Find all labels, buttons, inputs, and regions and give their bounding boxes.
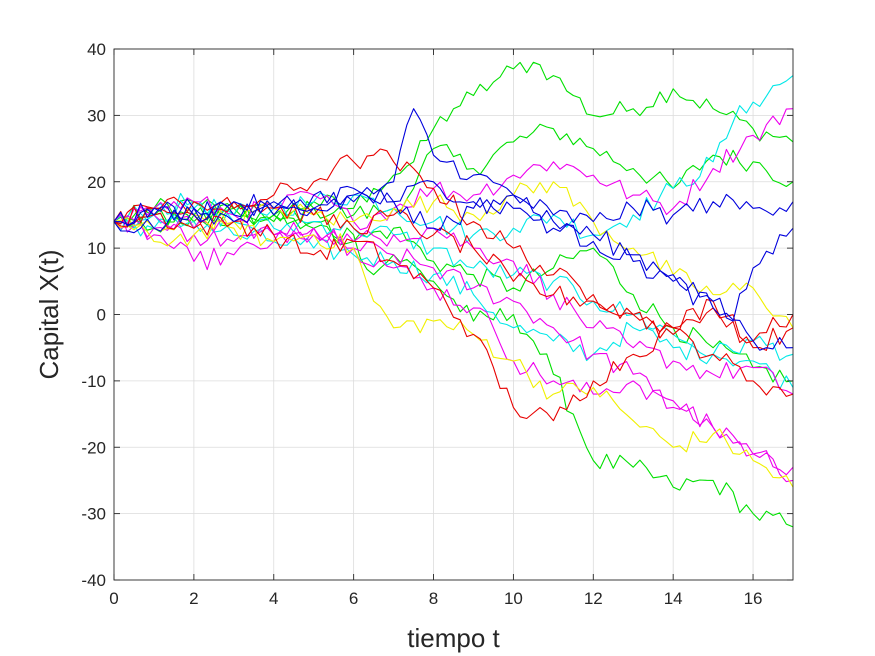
series-line-9 bbox=[113, 108, 794, 231]
series-line-4 bbox=[113, 203, 794, 383]
y-tick-label: 10 bbox=[87, 239, 106, 258]
series-line-18 bbox=[113, 180, 794, 322]
y-tick-label: 0 bbox=[97, 306, 106, 325]
y-tick-label: 30 bbox=[87, 106, 106, 125]
x-tick-label: 6 bbox=[349, 589, 358, 608]
series-line-10 bbox=[113, 213, 794, 476]
ticks bbox=[113, 48, 793, 581]
y-tick-label: 20 bbox=[87, 173, 106, 192]
x-tick-label: 16 bbox=[744, 589, 763, 608]
x-tick-label: 12 bbox=[584, 589, 603, 608]
x-axis-label: tiempo t bbox=[407, 623, 500, 653]
series-line-8 bbox=[113, 215, 794, 483]
y-tick-label: 40 bbox=[87, 40, 106, 59]
series-line-16 bbox=[113, 201, 794, 344]
series-group bbox=[113, 61, 794, 528]
series-line-13 bbox=[113, 181, 794, 329]
x-tick-label: 4 bbox=[269, 589, 278, 608]
x-tick-label: 14 bbox=[664, 589, 683, 608]
y-axis-label: Capital X(t) bbox=[34, 249, 64, 379]
y-tick-label: -40 bbox=[81, 571, 106, 590]
x-tick-label: 8 bbox=[429, 589, 438, 608]
y-tick-label: -30 bbox=[81, 505, 106, 524]
y-tick-label: -20 bbox=[81, 438, 106, 457]
tick-labels: 0 2 4 6 8 10 12 14 16 -40 -30 -20 -10 0 10 20 30 40 bbox=[81, 40, 762, 608]
y-tick-label: -10 bbox=[81, 372, 106, 391]
series-line-19 bbox=[113, 185, 794, 351]
grid bbox=[114, 49, 793, 580]
x-tick-label: 2 bbox=[189, 589, 198, 608]
x-tick-label: 0 bbox=[109, 589, 118, 608]
series-line-15 bbox=[113, 210, 794, 422]
series-line-5 bbox=[113, 75, 794, 243]
x-tick-label: 10 bbox=[504, 589, 523, 608]
